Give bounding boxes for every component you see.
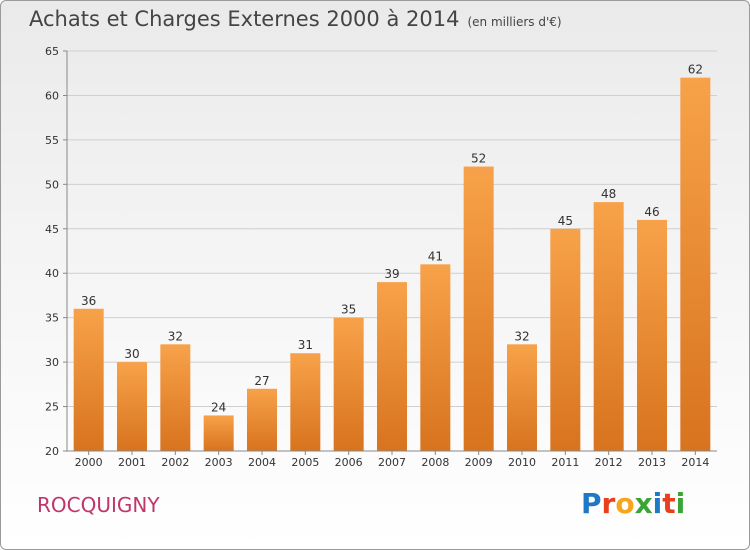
- x-tick-label-2005: 2005: [291, 456, 319, 469]
- y-tick-label: 55: [45, 134, 59, 147]
- logo-letter: r: [601, 487, 616, 520]
- unit-label: (en milliers d'€): [467, 15, 562, 29]
- y-tick-label: 35: [45, 312, 59, 325]
- x-tick-label-2006: 2006: [335, 456, 363, 469]
- x-tick-label-2012: 2012: [595, 456, 623, 469]
- y-tick-label: 50: [45, 178, 59, 191]
- data-label-2011: 45: [558, 214, 573, 228]
- data-label-2000: 36: [81, 294, 96, 308]
- logo-letter: i: [675, 487, 686, 520]
- chart-title: Achats et Charges Externes 2000 à 2014 (e…: [29, 7, 562, 31]
- bar-2006: [333, 317, 364, 451]
- bar-2000: [73, 308, 104, 451]
- bar-2002: [160, 344, 191, 451]
- y-tick-label: 30: [45, 356, 59, 369]
- data-label-2004: 27: [254, 374, 269, 388]
- y-tick-label: 20: [45, 445, 59, 458]
- x-tick-label-2002: 2002: [161, 456, 189, 469]
- data-label-2005: 31: [298, 338, 313, 352]
- logo-letter: x: [634, 487, 653, 520]
- y-tick-label: 65: [45, 45, 59, 58]
- x-tick-label-2003: 2003: [205, 456, 233, 469]
- data-label-2012: 48: [601, 187, 616, 201]
- y-tick-label: 45: [45, 223, 59, 236]
- y-tick-label: 40: [45, 267, 59, 280]
- bar-2003: [203, 415, 234, 451]
- bar-2012: [593, 202, 624, 451]
- data-label-2008: 41: [428, 249, 443, 263]
- bar-2005: [290, 353, 321, 451]
- data-label-2007: 39: [384, 267, 399, 281]
- x-tick-label-2008: 2008: [421, 456, 449, 469]
- logo-letter: t: [662, 487, 676, 520]
- logo-letter: i: [652, 487, 663, 520]
- bar-2001: [117, 362, 147, 451]
- bar-2013: [637, 219, 667, 451]
- data-label-2013: 46: [644, 205, 659, 219]
- logo-letter: P: [581, 487, 602, 520]
- data-label-2006: 35: [341, 303, 356, 317]
- data-label-2001: 30: [124, 347, 139, 361]
- x-tick-label-2004: 2004: [248, 456, 276, 469]
- bar-2004: [247, 388, 277, 451]
- proxiti-logo: Proxiti: [581, 487, 685, 520]
- data-label-2014: 62: [688, 63, 703, 77]
- x-tick-label-2013: 2013: [638, 456, 666, 469]
- data-label-2010: 32: [514, 329, 529, 343]
- logo-letter: o: [615, 487, 635, 520]
- bar-2014: [680, 77, 711, 452]
- bar-2007: [377, 282, 407, 451]
- x-tick-label-2009: 2009: [465, 456, 493, 469]
- y-tick-label: 25: [45, 401, 59, 414]
- data-label-2009: 52: [471, 152, 486, 166]
- data-label-2003: 24: [211, 400, 226, 414]
- data-label-2002: 32: [168, 329, 183, 343]
- x-tick-label-2011: 2011: [551, 456, 579, 469]
- x-tick-label-2007: 2007: [378, 456, 406, 469]
- bar-2009: [463, 166, 494, 452]
- x-tick-label-2000: 2000: [75, 456, 103, 469]
- bar-2010: [507, 344, 537, 451]
- x-tick-label-2014: 2014: [681, 456, 709, 469]
- y-tick-label: 60: [45, 89, 59, 102]
- bar-2008: [420, 264, 451, 451]
- x-tick-label-2001: 2001: [118, 456, 146, 469]
- commune-name: ROCQUIGNY: [37, 493, 160, 517]
- bar-2011: [550, 228, 581, 451]
- x-tick-label-2010: 2010: [508, 456, 536, 469]
- title-text: Achats et Charges Externes 2000 à 2014: [29, 7, 460, 31]
